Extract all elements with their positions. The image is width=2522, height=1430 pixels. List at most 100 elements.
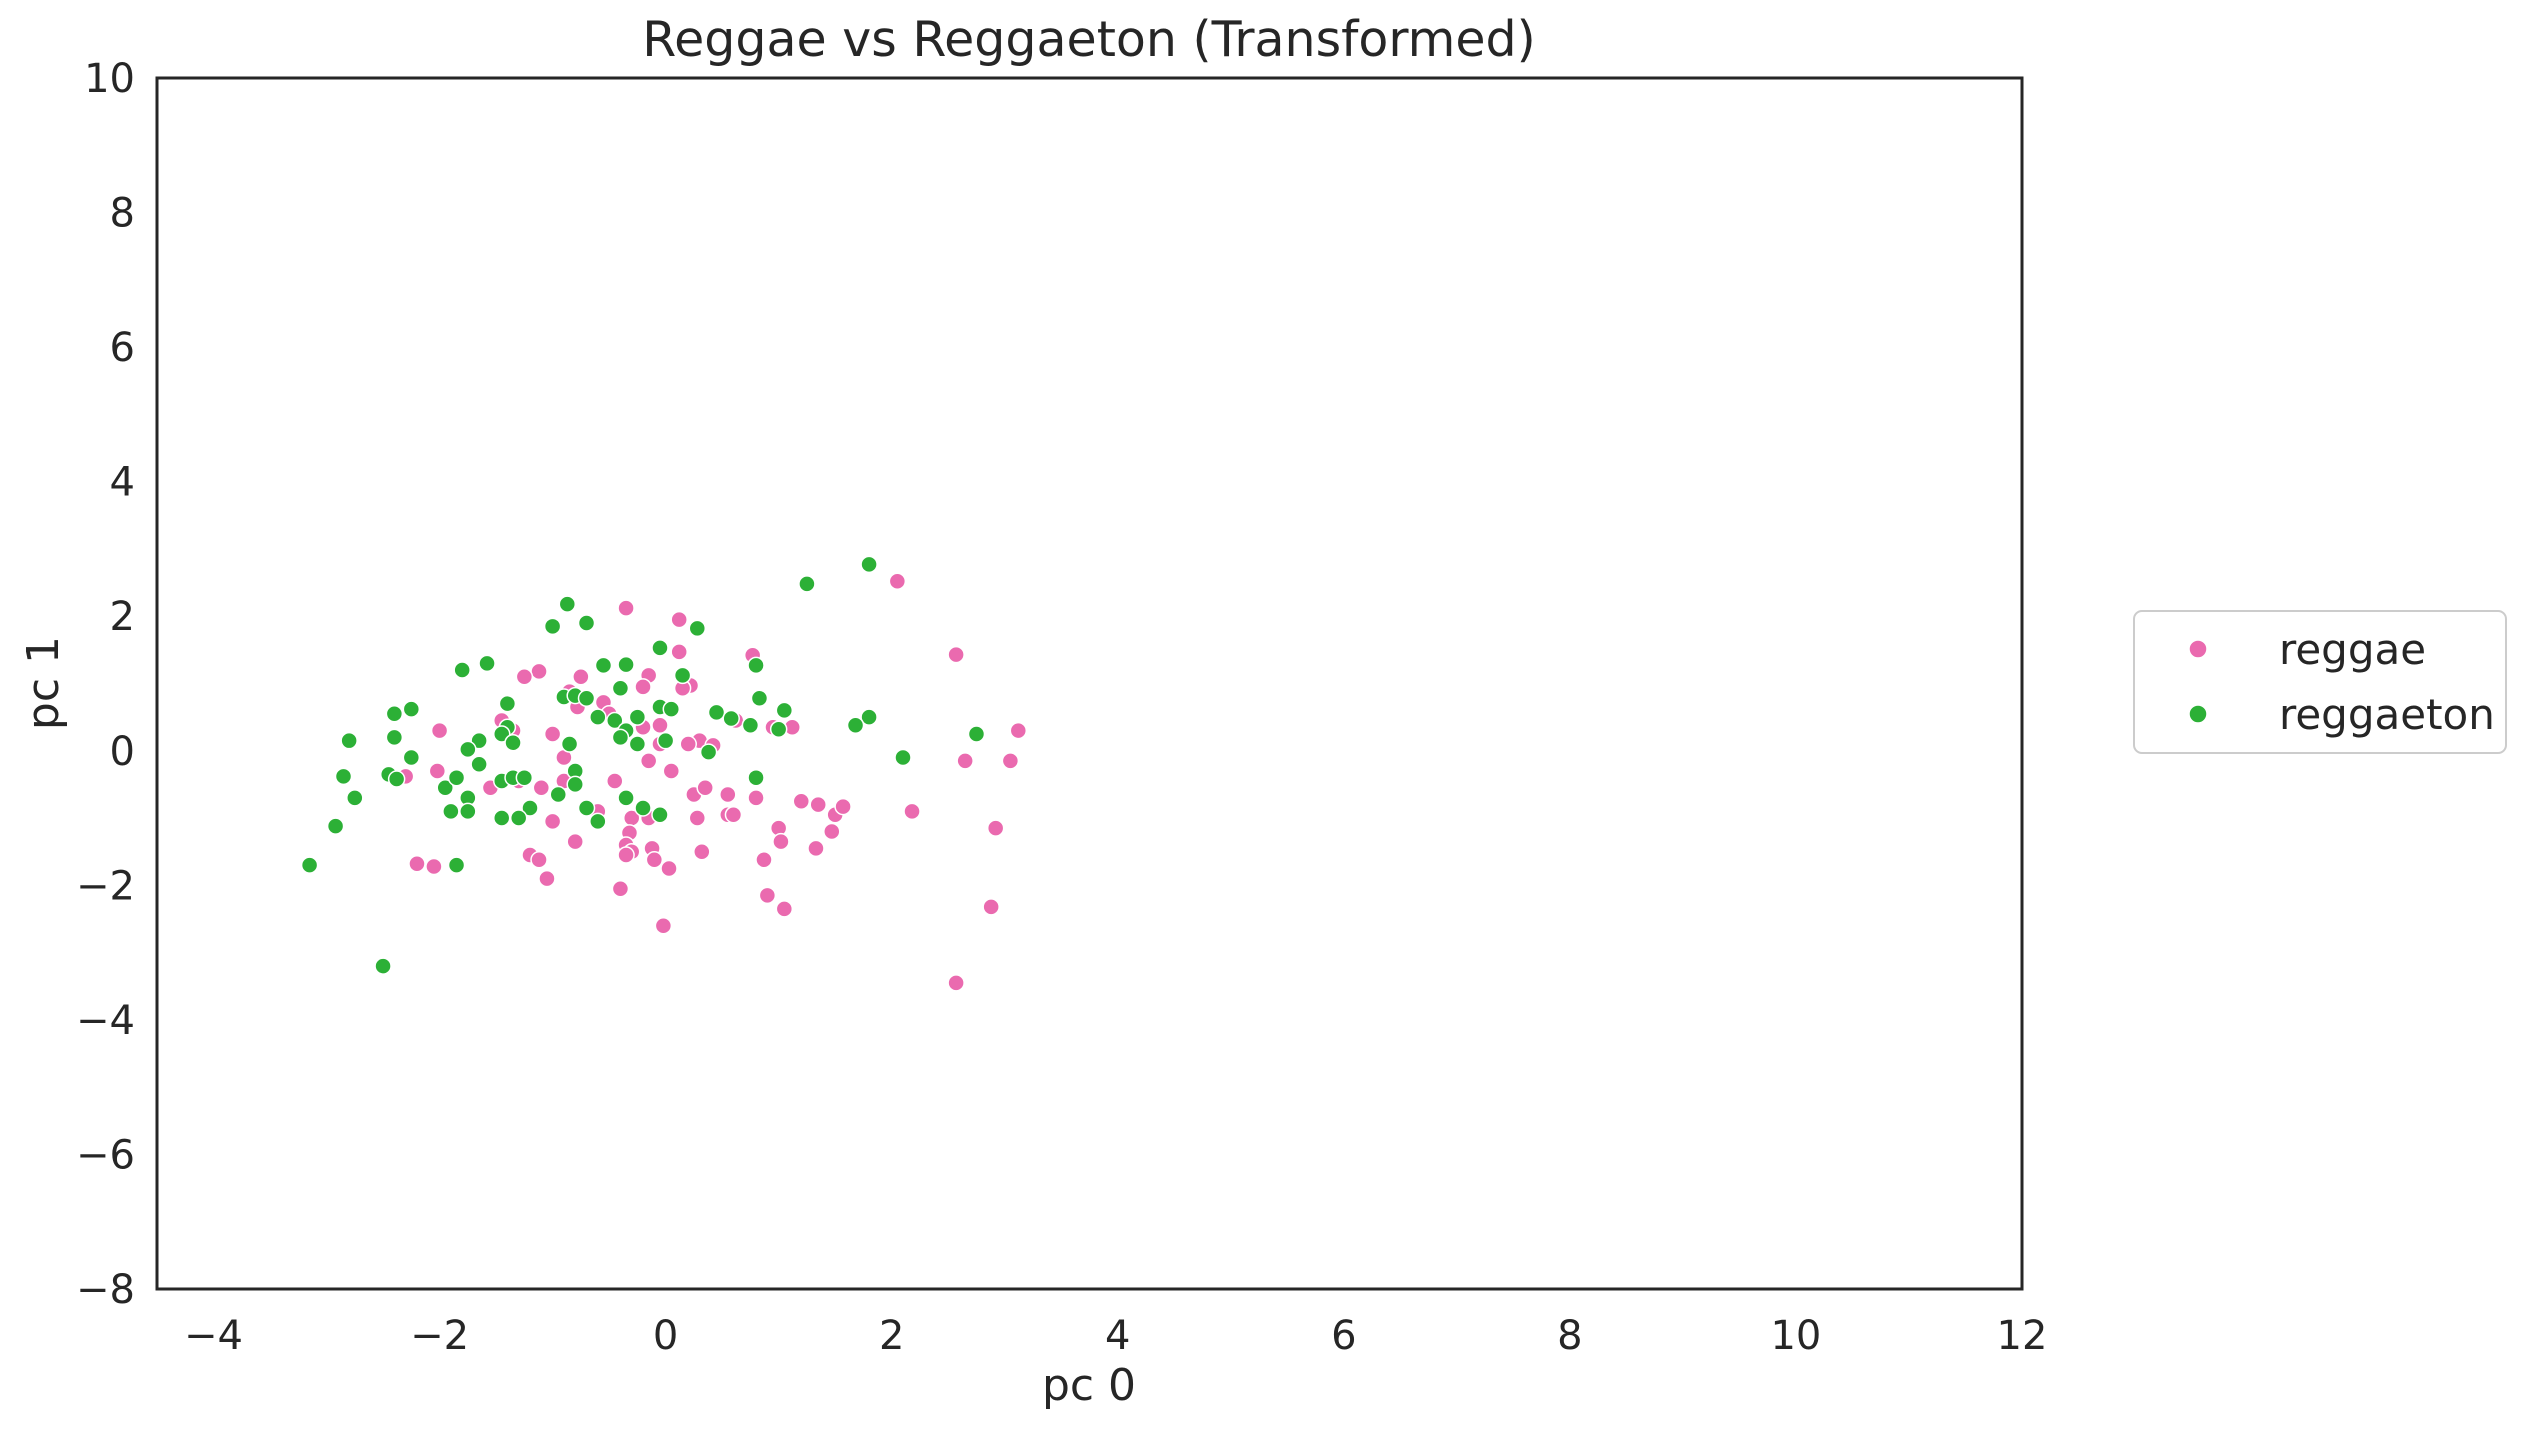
reggae-point [947, 974, 965, 992]
reggaeton-point [656, 731, 675, 750]
reggae-point [425, 857, 443, 876]
legend-label-reggaeton: reggaeton [2279, 690, 2495, 739]
x-tick-label: 10 [1770, 1313, 1821, 1359]
reggaeton-point [442, 802, 460, 821]
reggaeton-point [846, 716, 865, 734]
reggae-point [543, 725, 562, 743]
y-tick-label: 4 [110, 460, 135, 506]
plot-background [157, 78, 2022, 1289]
reggae-point [660, 859, 678, 878]
x-tick-label: −2 [410, 1313, 469, 1359]
x-tick-label: 8 [1557, 1313, 1582, 1359]
chart-title: Reggae vs Reggaeton (Transformed) [642, 11, 1535, 68]
reggae-point [956, 752, 974, 770]
reggae-point [772, 832, 790, 851]
x-tick-label: 0 [653, 1313, 678, 1359]
reggaeton-point [628, 708, 647, 726]
reggaeton-point [470, 755, 488, 773]
x-tick-label: 6 [1331, 1313, 1356, 1359]
reggae-point [645, 851, 664, 869]
reggaeton-point [566, 775, 584, 794]
reggaeton-point [611, 679, 630, 697]
reggae-point [679, 735, 697, 753]
x-axis-label: pc 0 [1042, 1360, 1136, 1411]
reggae-point [566, 832, 584, 851]
reggaeton-point [577, 614, 596, 632]
y-tick-label: −2 [76, 863, 135, 909]
reggae-point [888, 572, 907, 590]
reggae-point [792, 792, 811, 810]
reggaeton-point [402, 748, 421, 767]
x-tick-label: 12 [1997, 1313, 2048, 1359]
reggae-point [651, 716, 669, 734]
legend-marker-reggaeton [2188, 704, 2208, 724]
y-tick-label: 6 [110, 325, 135, 371]
reggaeton-point [346, 789, 364, 807]
reggae-point [662, 762, 681, 780]
reggaeton-point [750, 689, 769, 708]
reggaeton-point [453, 661, 471, 679]
reggae-point [572, 668, 590, 686]
reggaeton-point [617, 789, 635, 807]
reggaeton-point [549, 785, 568, 804]
reggae-point [688, 809, 707, 827]
reggaeton-point [688, 619, 707, 638]
reggaeton-point [589, 708, 607, 726]
reggae-point [532, 779, 551, 797]
reggaeton-point [651, 805, 669, 824]
reggae-point [982, 898, 1000, 916]
reggaeton-point [860, 708, 878, 726]
reggae-point [543, 812, 562, 831]
y-axis-ticks: −8 −6 −4 −2 0 2 4 6 8 10 [76, 56, 135, 1313]
reggaeton-point [326, 817, 345, 835]
y-tick-label: 10 [84, 56, 135, 102]
reggaeton-point [662, 700, 681, 718]
reggae-point [693, 842, 711, 861]
reggae-point [696, 779, 714, 797]
legend: reggae reggaeton [2133, 610, 2507, 754]
reggaeton-point [628, 735, 647, 753]
x-tick-label: 4 [1105, 1313, 1130, 1359]
reggaeton-point [634, 799, 652, 817]
reggaeton-point [334, 767, 353, 786]
reggaeton-point [504, 733, 522, 752]
reggaeton-point [577, 799, 596, 817]
reggae-point [538, 869, 556, 888]
y-tick-label: 0 [110, 729, 135, 775]
reggaeton-point [521, 799, 539, 817]
reggaeton-point [385, 705, 404, 723]
reggaeton-point [577, 689, 596, 708]
reggaeton-point [402, 700, 421, 718]
reggae-point [755, 851, 773, 869]
y-tick-label: −6 [76, 1132, 135, 1178]
y-tick-label: 2 [110, 594, 135, 640]
reggae-point [719, 785, 737, 804]
y-tick-label: −8 [76, 1267, 135, 1313]
reggae-point [903, 802, 921, 821]
points-layer [300, 555, 1028, 992]
y-axis-label: pc 1 [18, 636, 69, 730]
reggae-point [515, 668, 534, 686]
reggaeton-point [300, 856, 319, 874]
reggaeton-point [594, 656, 613, 675]
reggaeton-point [860, 555, 878, 574]
reggae-point [947, 645, 965, 664]
reggae-point [1009, 721, 1028, 740]
reggae-point [834, 797, 852, 816]
reggaeton-point [589, 812, 607, 831]
reggae-point [530, 851, 548, 869]
reggae-point [430, 721, 449, 740]
reggaeton-point [747, 656, 765, 675]
reggae-point [747, 789, 765, 807]
legend-label-reggae: reggae [2279, 625, 2426, 674]
reggaeton-point [492, 809, 511, 827]
reggaeton-point [894, 748, 912, 767]
reggae-point [986, 819, 1005, 837]
reggae-point [1001, 752, 1020, 770]
legend-marker-reggae [2188, 639, 2208, 659]
reggaeton-point [447, 856, 466, 874]
reggaeton-point [558, 595, 577, 613]
reggaeton-point [509, 809, 528, 827]
reggae-point [724, 805, 743, 824]
